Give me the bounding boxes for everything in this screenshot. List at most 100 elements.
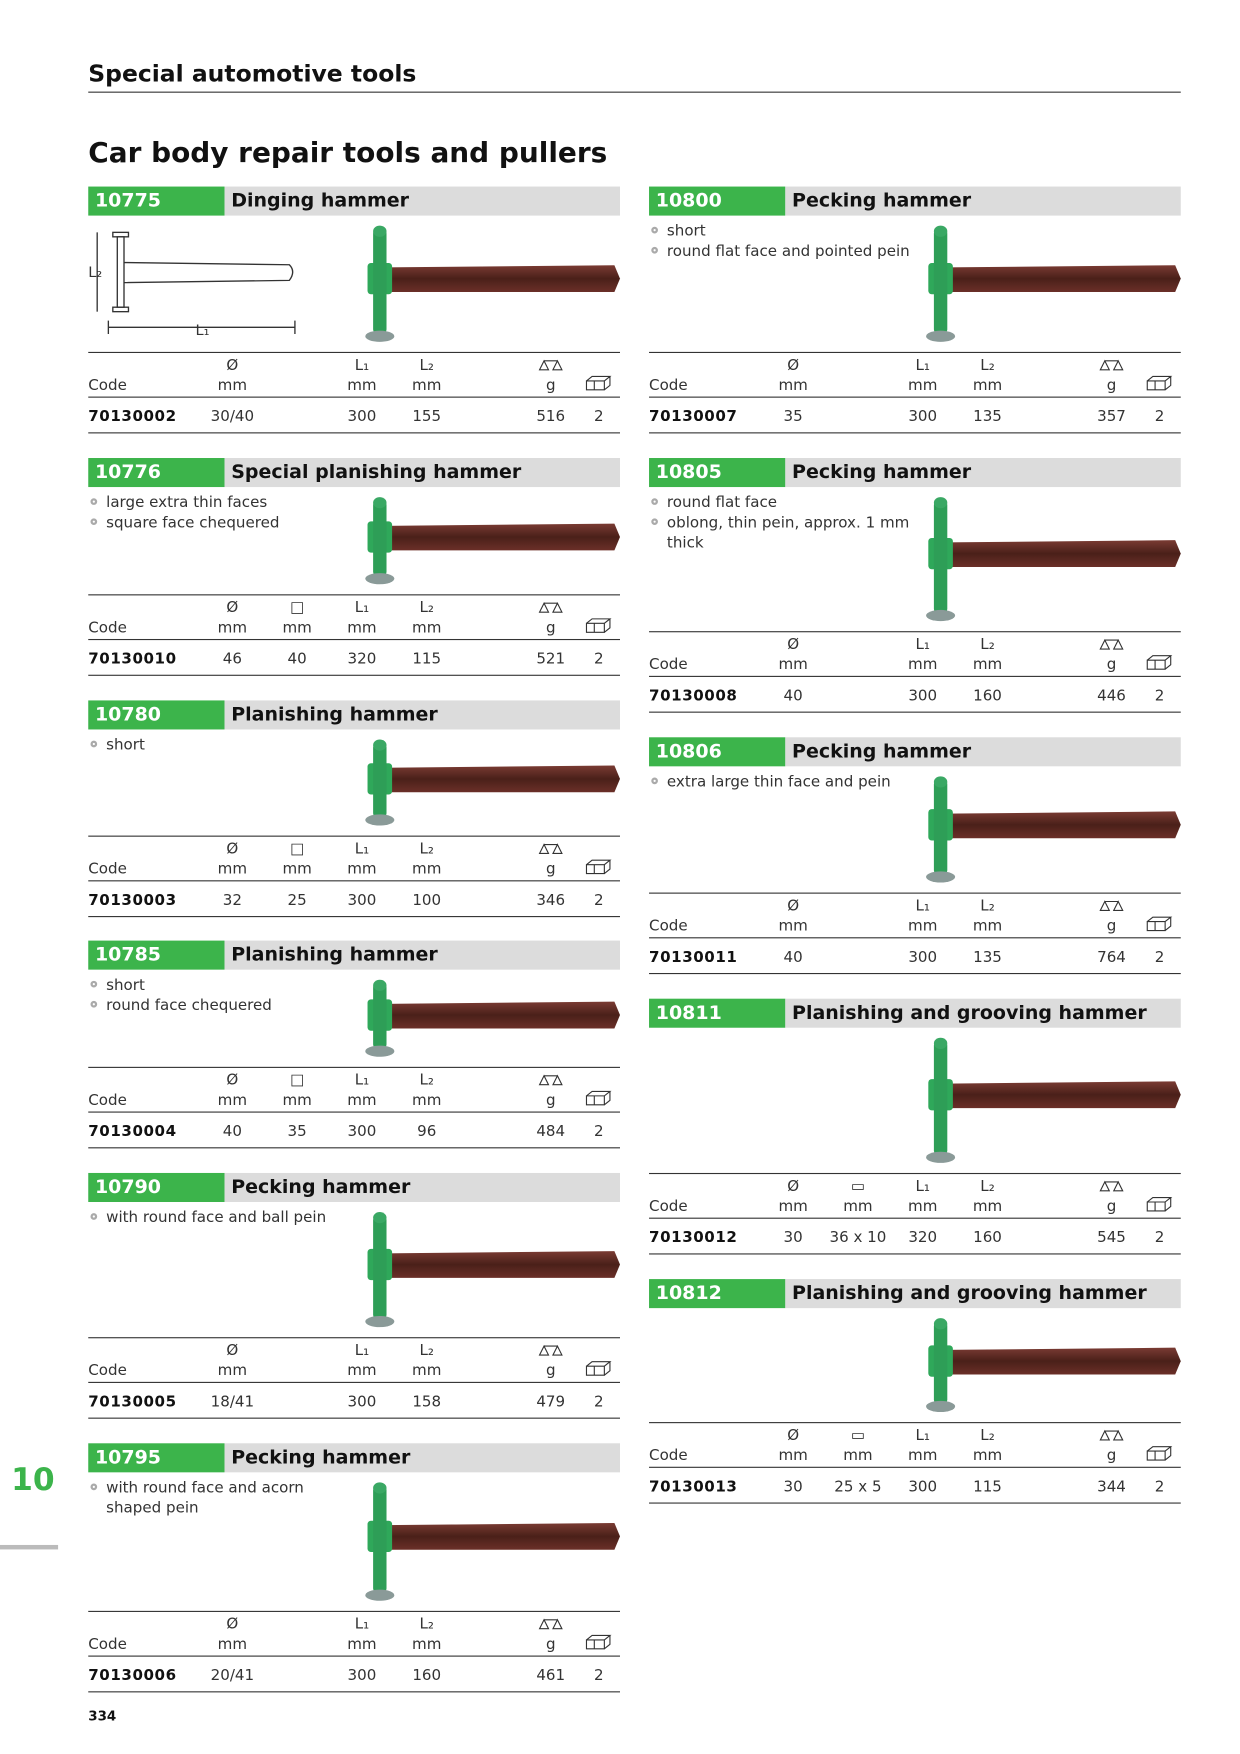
weight-icon (1099, 900, 1124, 911)
table-value: 155 (412, 407, 442, 426)
table-value: 344 (1097, 1477, 1126, 1496)
table-rule (649, 1172, 1181, 1175)
column-unit: mm (843, 1197, 873, 1216)
pack-icon (1146, 1196, 1173, 1212)
column-unit: Code (649, 655, 688, 674)
hammer-image (365, 739, 620, 826)
table-rule (649, 351, 1181, 354)
table-value: 40 (783, 948, 803, 967)
table-value: 100 (412, 891, 442, 910)
tab-bar (0, 1544, 59, 1550)
table-value: 160 (973, 1228, 1002, 1247)
feature: extra large thin face and pein (651, 772, 924, 792)
table-rule (88, 1381, 620, 1383)
feature: short (90, 975, 363, 995)
column-symbol: L₁ (915, 356, 930, 375)
table-value: 300 (908, 948, 938, 967)
table-value: 40 (783, 687, 803, 705)
pack-icon (585, 375, 612, 391)
column-unit: Code (88, 860, 127, 879)
table-value: 115 (412, 650, 442, 669)
column-unit: mm (217, 618, 248, 637)
feature: short (90, 735, 363, 755)
column-unit: Code (88, 1091, 127, 1110)
table-value: 461 (536, 1666, 566, 1685)
table-value: 357 (1097, 407, 1126, 426)
column-symbol: Ø (226, 598, 239, 617)
table-value: 160 (412, 1666, 442, 1685)
product-code: 70130008 (649, 687, 738, 705)
column-unit: mm (347, 1635, 377, 1654)
table-value: 300 (908, 407, 938, 426)
table-value: 300 (908, 1477, 938, 1496)
product-name: Pecking hammer (785, 737, 1181, 767)
table-value: 160 (973, 687, 1002, 705)
table-rule (88, 1147, 620, 1149)
pack-icon (1146, 1446, 1173, 1461)
column-symbol: L₂ (419, 840, 434, 858)
product-number: 10795 (88, 1443, 225, 1473)
pack-icon (585, 1634, 612, 1650)
column-unit: g (1106, 655, 1117, 674)
product-name: Planishing hammer (224, 940, 620, 970)
table-rule (88, 432, 620, 434)
column-symbol: Ø (226, 1071, 239, 1090)
table-value: 516 (536, 407, 566, 426)
weight-icon (1099, 359, 1124, 371)
table-rule (88, 594, 620, 596)
column-unit: mm (412, 1361, 442, 1380)
pack-icon (585, 859, 612, 875)
column-unit: g (1106, 917, 1117, 936)
column-symbol: L₁ (915, 1426, 930, 1445)
table-value: 30 (783, 1228, 803, 1247)
feature: short (651, 221, 924, 241)
column-symbol: Ø (787, 635, 800, 654)
table-rule (88, 1417, 620, 1419)
table-value: 18/41 (210, 1393, 255, 1411)
column-symbol: L₁ (354, 840, 370, 858)
column-unit: Code (649, 917, 688, 936)
product-code: 70130004 (88, 1122, 177, 1141)
column-unit: mm (843, 1446, 873, 1465)
column-unit: g (545, 1635, 556, 1654)
table-rule (649, 432, 1181, 434)
product-name: Pecking hammer (224, 1172, 620, 1202)
feature: large extra thin faces (90, 493, 363, 513)
column-unit: mm (908, 1197, 938, 1216)
column-unit: mm (908, 376, 938, 395)
table-rule (88, 638, 620, 641)
column-unit: g (1106, 376, 1117, 395)
table-rule (649, 711, 1181, 713)
product-name: Pecking hammer (224, 1443, 620, 1473)
column-unit: mm (217, 1361, 248, 1380)
column-unit: mm (347, 860, 377, 879)
column-symbol: Ø (787, 1426, 800, 1445)
product-name: Special planishing hammer (224, 458, 620, 488)
diagram-label: L₂ (88, 264, 103, 282)
column-symbol: L₁ (915, 1177, 930, 1196)
table-rule (88, 916, 620, 918)
column-unit: mm (282, 860, 312, 879)
column-unit: mm (778, 1197, 808, 1216)
column-symbol: Ø (787, 356, 800, 375)
table-value: 40 (222, 1122, 242, 1141)
table-value: 2 (593, 407, 604, 426)
column-symbol: ▭ (850, 1426, 866, 1445)
product-name: Pecking hammer (785, 458, 1181, 488)
weight-icon (538, 359, 563, 371)
product-number: 10811 (649, 998, 786, 1028)
column-unit: mm (347, 1361, 377, 1380)
column-unit: mm (412, 860, 442, 879)
column-unit: mm (282, 618, 312, 637)
column-unit: Code (649, 1197, 688, 1216)
product-code: 70130012 (649, 1228, 738, 1247)
product-number: 10775 (88, 186, 225, 216)
feature: round flat face (651, 493, 924, 513)
table-rule (649, 396, 1181, 398)
pack-icon (585, 618, 612, 633)
section-title: Special automotive tools (88, 60, 417, 88)
product-name: Planishing hammer (224, 700, 620, 730)
pack-icon (1146, 916, 1173, 932)
column-unit: mm (972, 376, 1003, 395)
